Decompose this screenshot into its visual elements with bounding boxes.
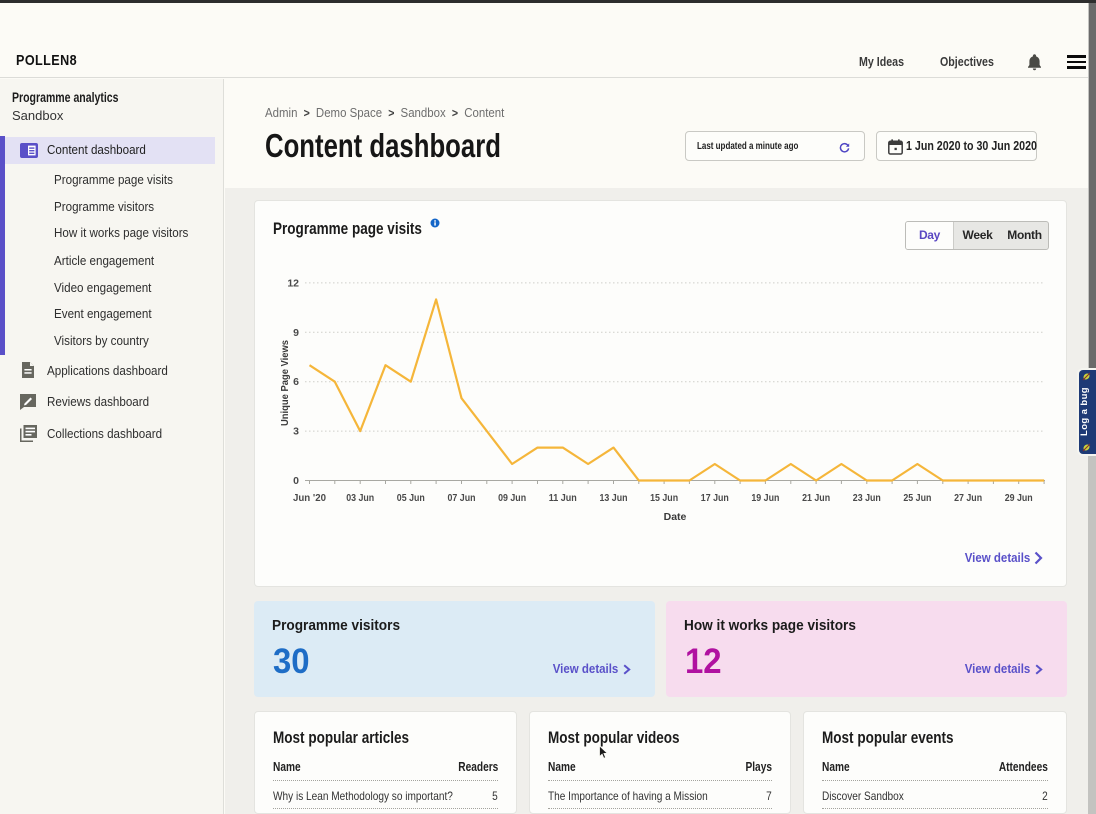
svg-text:6: 6 xyxy=(293,376,299,388)
svg-text:17 Jun: 17 Jun xyxy=(701,492,729,504)
svg-text:Date: Date xyxy=(664,511,687,523)
svg-text:Jun '20: Jun '20 xyxy=(293,492,326,504)
svg-text:13 Jun: 13 Jun xyxy=(600,492,628,504)
svg-text:0: 0 xyxy=(293,475,299,487)
svg-text:3: 3 xyxy=(293,426,299,438)
svg-text:09 Jun: 09 Jun xyxy=(498,492,526,504)
svg-text:Unique Page Views: Unique Page Views xyxy=(279,340,291,426)
svg-text:07 Jun: 07 Jun xyxy=(448,492,476,504)
svg-text:15 Jun: 15 Jun xyxy=(650,492,678,504)
svg-text:21 Jun: 21 Jun xyxy=(802,492,830,504)
svg-text:12: 12 xyxy=(287,277,299,289)
svg-text:03 Jun: 03 Jun xyxy=(346,492,374,504)
svg-text:25 Jun: 25 Jun xyxy=(903,492,931,504)
svg-text:9: 9 xyxy=(293,327,299,339)
svg-text:23 Jun: 23 Jun xyxy=(853,492,881,504)
svg-text:11 Jun: 11 Jun xyxy=(549,492,577,504)
svg-text:27 Jun: 27 Jun xyxy=(954,492,982,504)
svg-text:19 Jun: 19 Jun xyxy=(751,492,779,504)
svg-text:05 Jun: 05 Jun xyxy=(397,492,425,504)
svg-text:29 Jun: 29 Jun xyxy=(1005,492,1033,504)
